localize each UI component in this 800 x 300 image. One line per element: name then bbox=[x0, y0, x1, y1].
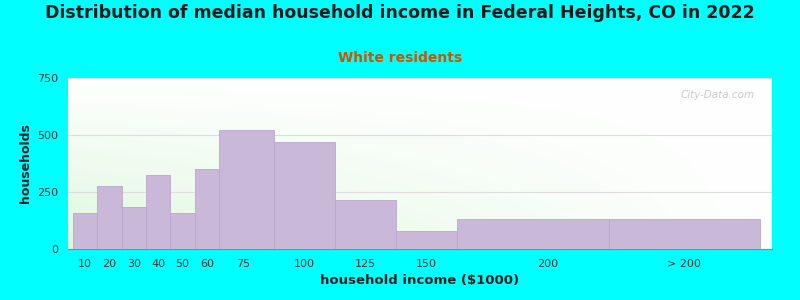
Bar bbox=[396, 231, 457, 249]
Text: City-Data.com: City-Data.com bbox=[680, 90, 754, 100]
X-axis label: household income ($1000): household income ($1000) bbox=[321, 274, 519, 287]
Bar bbox=[274, 142, 334, 249]
Bar bbox=[334, 200, 396, 249]
Bar bbox=[609, 219, 760, 249]
Bar bbox=[194, 169, 219, 249]
Bar bbox=[73, 212, 98, 249]
Bar bbox=[98, 186, 122, 249]
Bar bbox=[170, 212, 194, 249]
Bar bbox=[457, 219, 609, 249]
Y-axis label: households: households bbox=[18, 124, 31, 203]
Text: White residents: White residents bbox=[338, 51, 462, 65]
Bar bbox=[122, 207, 146, 249]
Bar bbox=[219, 130, 274, 249]
Bar bbox=[146, 175, 170, 249]
Text: Distribution of median household income in Federal Heights, CO in 2022: Distribution of median household income … bbox=[45, 4, 755, 22]
